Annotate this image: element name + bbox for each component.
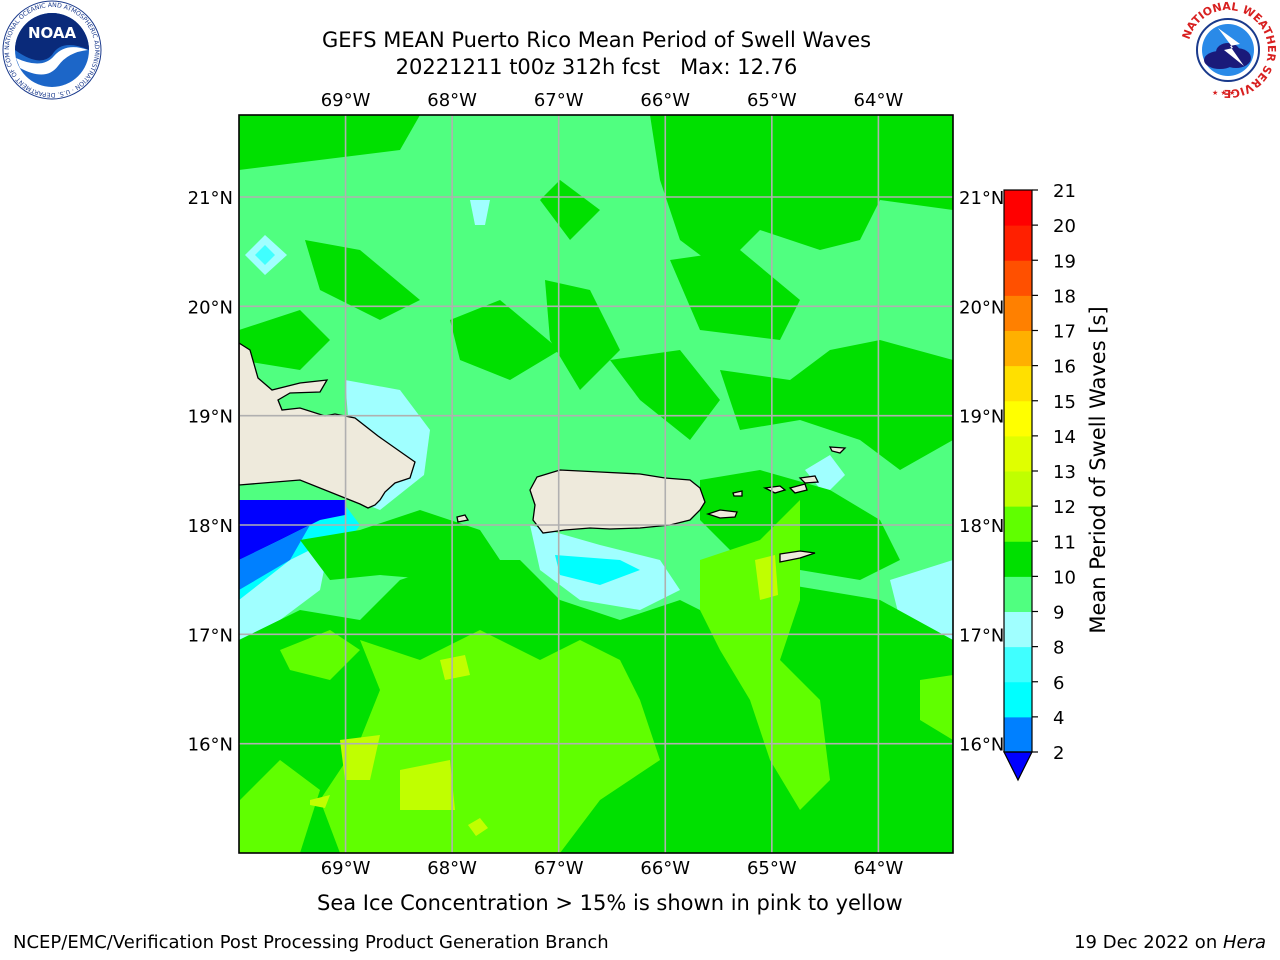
tortola-land bbox=[798, 475, 820, 484]
land-masses bbox=[239, 342, 847, 563]
colorbar-tick-label: 19 bbox=[1053, 251, 1076, 272]
lat-lon-grid bbox=[239, 115, 953, 853]
colorbar-bin bbox=[1004, 295, 1032, 331]
colorbar-tick-label: 9 bbox=[1053, 603, 1064, 624]
colorbar-bin bbox=[1004, 260, 1032, 296]
latitude-label: 20°N bbox=[188, 297, 233, 318]
st-croix-land bbox=[779, 550, 816, 563]
colorbar-bin bbox=[1004, 646, 1032, 683]
colorbar-extend-arrow bbox=[1003, 751, 1033, 782]
colorbar-tick-label: 6 bbox=[1053, 673, 1064, 694]
colorbar: 21 20 19 18 17 16 15 14 13 12 11 10 9 8 6 4 2 bbox=[1003, 181, 1076, 782]
colorbar-bin bbox=[1004, 506, 1032, 542]
longitude-labels-bottom: 69°W 68°W 67°W 66°W 65°W 64°W bbox=[321, 858, 904, 879]
colorbar-tick-label: 21 bbox=[1053, 181, 1076, 202]
latitude-label: 19°N bbox=[959, 407, 1004, 428]
longitude-label: 68°W bbox=[427, 90, 477, 111]
hispaniola-land bbox=[239, 342, 416, 509]
colorbar-bin bbox=[1004, 435, 1032, 472]
colorbar-bin bbox=[1004, 400, 1032, 437]
colorbar-tick-label: 14 bbox=[1053, 427, 1076, 448]
colorbar-tick-label: 15 bbox=[1053, 392, 1076, 413]
longitude-label: 67°W bbox=[534, 858, 584, 879]
colorbar-bin bbox=[1004, 541, 1032, 577]
footer-date-text: 19 Dec 2022 on bbox=[1074, 932, 1223, 953]
footer-date: 19 Dec 2022 on Hera bbox=[1074, 931, 1266, 955]
latitude-label: 21°N bbox=[959, 188, 1004, 209]
noaa-logo: NATIONAL OCEANIC AND ATMOSPHERIC ADMINIS… bbox=[2, 0, 102, 100]
longitude-label: 64°W bbox=[854, 858, 904, 879]
puerto-rico-land bbox=[529, 469, 706, 534]
footer-system: Hera bbox=[1222, 932, 1266, 953]
colorbar-tick-label: 8 bbox=[1053, 638, 1064, 659]
colorbar-bin bbox=[1004, 365, 1032, 402]
nws-logo: NATIONAL WEATHER SERVICE ★ ★ ★ bbox=[1180, 0, 1278, 100]
svg-text:★ ★ ★: ★ ★ ★ bbox=[1212, 89, 1235, 97]
latitude-label: 21°N bbox=[188, 188, 233, 209]
longitude-label: 69°W bbox=[321, 858, 371, 879]
colorbar-bin bbox=[1004, 330, 1032, 367]
latitude-label: 16°N bbox=[959, 735, 1004, 756]
latitude-label: 18°N bbox=[959, 516, 1004, 537]
colorbar-tick-label: 2 bbox=[1053, 743, 1064, 764]
mona-island-land bbox=[456, 514, 470, 523]
latitude-label: 17°N bbox=[188, 625, 233, 646]
colorbar-tick-label: 12 bbox=[1053, 497, 1076, 518]
colorbar-tick-label: 17 bbox=[1053, 322, 1076, 343]
colorbar-tick-label: 20 bbox=[1053, 216, 1076, 237]
longitude-label: 66°W bbox=[640, 90, 690, 111]
longitude-label: 68°W bbox=[427, 858, 477, 879]
longitude-label: 65°W bbox=[747, 90, 797, 111]
longitude-label: 66°W bbox=[640, 858, 690, 879]
longitude-label: 64°W bbox=[854, 90, 904, 111]
footer-branch: NCEP/EMC/Verification Post Processing Pr… bbox=[13, 932, 609, 953]
culebra-land bbox=[732, 490, 743, 497]
map-title: GEFS MEAN Puerto Rico Mean Period of Swe… bbox=[321, 28, 872, 52]
latitude-label: 17°N bbox=[959, 625, 1004, 646]
colorbar-bin bbox=[1004, 190, 1032, 226]
colorbar-label: Mean Period of Swell Waves [s] bbox=[1086, 306, 1110, 633]
colorbar-tick-label: 10 bbox=[1053, 567, 1076, 588]
sea-ice-caption: Sea Ice Concentration > 15% is shown in … bbox=[317, 891, 903, 915]
noaa-logo-text: NOAA bbox=[28, 24, 77, 42]
latitude-labels-left: 21°N 20°N 19°N 18°N 17°N 16°N bbox=[188, 188, 233, 756]
colorbar-bin bbox=[1004, 471, 1032, 507]
longitude-label: 67°W bbox=[534, 90, 584, 111]
latitude-label: 19°N bbox=[188, 407, 233, 428]
colorbar-tick-label: 11 bbox=[1053, 532, 1076, 553]
map-frame bbox=[238, 114, 954, 854]
anegada-land bbox=[828, 446, 847, 454]
latitude-label: 18°N bbox=[188, 516, 233, 537]
st-john-land bbox=[788, 483, 808, 494]
latitude-labels-right: 21°N 20°N 19°N 18°N 17°N 16°N bbox=[959, 188, 1004, 756]
colorbar-bin bbox=[1004, 681, 1032, 718]
colorbar-tick-label: 13 bbox=[1053, 462, 1076, 483]
longitude-label: 69°W bbox=[321, 90, 371, 111]
latitude-label: 20°N bbox=[959, 297, 1004, 318]
colorbar-bin bbox=[1004, 576, 1032, 612]
colorbar-bin bbox=[1004, 225, 1032, 261]
colorbar-tick-label: 18 bbox=[1053, 286, 1076, 307]
colorbar-tick-label: 16 bbox=[1053, 357, 1076, 378]
longitude-label: 65°W bbox=[747, 858, 797, 879]
vieques-land bbox=[705, 509, 738, 519]
colorbar-bin bbox=[1004, 611, 1032, 648]
colorbar-tick-label: 4 bbox=[1053, 708, 1064, 729]
latitude-label: 16°N bbox=[188, 735, 233, 756]
forecast-subtitle: 20221211 t00z 312h fcst Max: 12.76 bbox=[395, 55, 798, 79]
longitude-labels-top: 69°W 68°W 67°W 66°W 65°W 64°W bbox=[321, 90, 904, 111]
swell-period-contours bbox=[239, 115, 953, 853]
colorbar-bin bbox=[1004, 716, 1032, 753]
